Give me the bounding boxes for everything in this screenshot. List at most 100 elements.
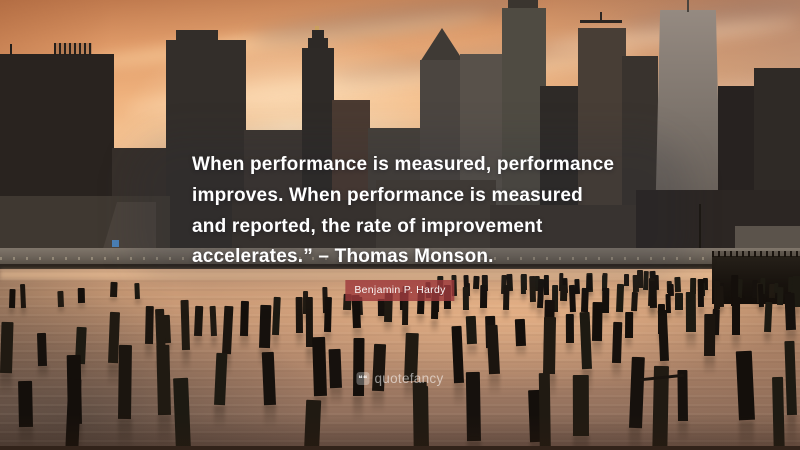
piling-reflection: [38, 365, 48, 381]
piling-reflection: [452, 295, 458, 305]
piling-reflection: [431, 319, 439, 334]
piling-reflection: [507, 290, 514, 298]
rooftop-lattice: [54, 43, 92, 55]
piling: [674, 276, 681, 292]
piling-reflection: [703, 289, 709, 295]
piling-reflection: [574, 293, 580, 301]
piling: [19, 283, 26, 308]
piling: [591, 301, 603, 341]
piling-reflection: [372, 391, 385, 413]
piling-reflection: [777, 304, 784, 313]
piling-reflection: [520, 294, 526, 303]
piling: [193, 305, 204, 337]
piling: [312, 336, 328, 397]
piling-reflection: [399, 309, 406, 318]
piling-reflection: [752, 298, 758, 307]
piling-reflection: [193, 335, 202, 350]
piling: [450, 325, 464, 383]
piling-reflection: [467, 344, 478, 358]
piling-reflection: [108, 363, 119, 387]
piling-reflection: [20, 307, 26, 318]
piling: [295, 297, 303, 334]
piling-reflection: [515, 345, 527, 358]
piling-reflection: [157, 415, 172, 447]
quote-line-2: improves. When performance is measured: [192, 184, 583, 206]
piling-reflection: [352, 395, 364, 422]
quote-line-1: When performance is measured, performanc…: [192, 154, 615, 175]
piling-reflection: [769, 297, 776, 305]
piling: [735, 350, 755, 422]
piling-reflection: [764, 332, 772, 347]
piling-reflection: [8, 308, 15, 317]
waterfront-lights: [0, 257, 800, 260]
piling: [565, 313, 574, 343]
piling-reflection: [330, 388, 343, 407]
piling-reflection: [211, 336, 218, 351]
pier-railing: [712, 251, 800, 257]
piling-reflection: [716, 306, 724, 317]
piling: [109, 281, 118, 297]
piling-reflection: [698, 307, 704, 321]
piling: [328, 349, 343, 389]
harbor-light: [112, 240, 119, 247]
piling: [543, 316, 557, 374]
piling-reflection: [353, 327, 362, 343]
piling: [352, 337, 364, 396]
piling-reflection: [135, 299, 141, 307]
piling: [57, 290, 65, 307]
piling-reflection: [118, 419, 132, 450]
piling-reflection: [786, 415, 797, 449]
waterfront-strip: [0, 248, 800, 266]
piling-reflection: [624, 337, 633, 350]
piling-reflection: [666, 312, 672, 322]
piling-reflection: [463, 310, 470, 321]
piling-reflection: [774, 293, 779, 298]
piling-reflection: [624, 286, 630, 292]
piling: [697, 279, 704, 308]
piling-reflection: [756, 303, 763, 313]
piling: [261, 351, 276, 405]
piling-reflection: [324, 331, 332, 348]
watermark-label: quotefancy: [374, 371, 444, 386]
piling: [180, 299, 190, 351]
piling: [118, 345, 133, 420]
piling-reflection: [240, 335, 249, 352]
piling: [686, 292, 697, 333]
piling-reflection: [214, 405, 226, 430]
piling-reflection: [77, 303, 85, 310]
wtc-antenna: [687, 0, 689, 12]
piling-reflection: [559, 301, 567, 309]
piling: [616, 283, 625, 313]
piling-reflection: [530, 441, 544, 450]
quay-edge: [0, 264, 800, 271]
piling-reflection: [537, 307, 544, 321]
piling-reflection: [295, 333, 303, 350]
piling-reflection: [585, 289, 592, 297]
quote-icon: ❝❝: [356, 372, 370, 385]
piling-reflection: [473, 288, 480, 295]
quote-text: When performance is measured, performanc…: [192, 150, 614, 273]
piling: [631, 291, 638, 312]
piling: [777, 286, 784, 305]
piling-reflection: [530, 302, 537, 314]
piling: [514, 319, 527, 347]
piling: [783, 340, 797, 416]
piling-reflection: [731, 335, 740, 353]
piling-reflection: [444, 309, 452, 320]
quote-scrim: [130, 135, 690, 287]
bottom-vignette: [0, 414, 800, 450]
piling-reflection: [416, 313, 424, 326]
piling-reflection: [703, 356, 716, 376]
piling-reflection: [377, 315, 385, 323]
piling-reflection: [565, 342, 574, 356]
piling-reflection: [616, 311, 624, 325]
tower-crown: [308, 38, 328, 50]
water-glint: [0, 270, 800, 279]
piling-reflection: [650, 308, 658, 321]
piling-reflection: [453, 382, 464, 408]
piling-reflection: [479, 307, 487, 319]
piling: [8, 288, 15, 309]
piling: [77, 288, 85, 304]
piling: [657, 309, 669, 361]
